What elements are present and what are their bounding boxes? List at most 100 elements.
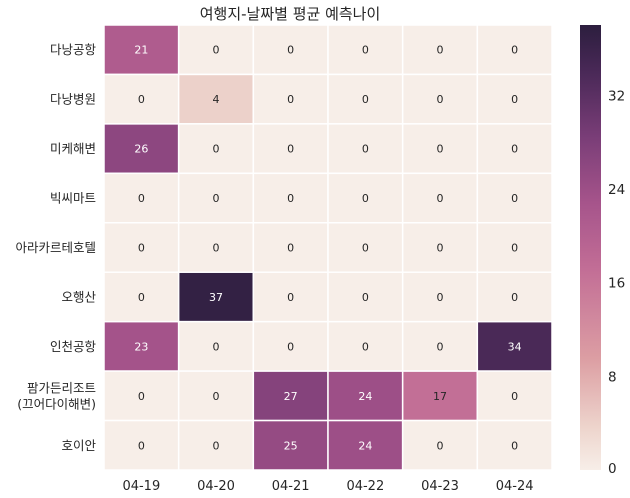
column-label: 04-23 [421,479,459,494]
cell-value-label: 0 [287,340,294,353]
colorbar-tick-label: 32 [608,88,625,104]
heatmap-cell [401,370,479,422]
heatmap-cell [476,222,553,273]
cell-value-label: 0 [511,44,518,57]
cell-value-label: 0 [213,192,220,205]
cell-value-label: 23 [134,340,148,353]
row-label: (끄어다이해변) [17,396,96,411]
heatmap-cell [252,222,329,273]
cell-value-label: 0 [437,291,444,304]
cell-value-label: 0 [362,242,369,255]
heatmap-cell [177,419,255,471]
row-labels: 다낭공항다낭병원미케해변빅씨마트아라카르테호텔오행산인천공항팜가든리조트(끄어다… [15,42,96,453]
column-labels: 04-19 04-20 04-21 04-22 04-23 04-24 [122,479,533,494]
cell-value-label: 21 [134,44,148,57]
cell-value-label: 0 [138,192,145,205]
cell-value-label: 0 [511,242,518,255]
cell-value-label: 4 [213,93,220,106]
heatmap-cell [476,123,553,175]
heatmap-cell [327,222,404,273]
column-label: 04-22 [346,479,384,494]
heatmap-cell [177,73,255,125]
cell-value-label: 0 [138,93,145,106]
colorbar-tick-label: 0 [608,461,617,477]
column-label: 04-19 [122,479,160,494]
cell-value-label: 0 [511,93,518,106]
cell-value-label: 0 [138,291,145,304]
heatmap-cell [401,172,479,224]
cell-value-label: 0 [138,242,145,255]
cell-value-label: 0 [511,143,518,156]
cell-value-label: 0 [437,93,444,106]
heatmap-cell [252,419,329,471]
cell-value-label: 0 [287,93,294,106]
cell-value-label: 17 [433,390,447,403]
cell-value-label: 0 [511,439,518,452]
cell-value-label: 0 [138,390,145,403]
row-label: 오행산 [61,289,96,304]
heatmap-cell [476,419,553,471]
heatmap-cell [103,24,180,76]
cell-value-label: 0 [362,192,369,205]
cell-value-label: 0 [437,439,444,452]
cell-value-label: 0 [511,291,518,304]
cell-value-label: 0 [287,143,294,156]
heatmap-cell [476,320,553,372]
row-label: 팜가든리조트 [27,380,96,395]
cell-value-label: 0 [138,439,145,452]
colorbar: 0 8 16 24 32 [580,25,625,477]
cell-value-label: 0 [287,44,294,57]
cell-value-label: 34 [508,340,522,353]
cell-value-label: 0 [213,439,220,452]
heatmap-cell [103,172,180,224]
heatmap-cell [103,320,180,372]
row-label: 호이안 [61,438,96,453]
heatmap-cell [177,172,255,224]
row-label: 빅씨마트 [50,191,96,206]
heatmap-cell [476,271,553,323]
heatmap-cell [327,172,404,224]
column-label: 04-20 [197,479,235,494]
heatmap-cell [177,123,255,175]
heatmap-cell [401,222,479,273]
cell-value-label: 24 [358,390,372,403]
cell-value-label: 26 [134,143,148,156]
heatmap-cell [401,123,479,175]
cell-value-label: 0 [213,340,220,353]
row-label: 다낭공항 [50,42,97,57]
heatmap-cell [252,172,329,224]
colorbar-gradient [580,25,601,470]
cell-value-label: 24 [358,439,372,452]
column-label: 04-21 [272,479,310,494]
cell-value-label: 0 [437,44,444,57]
cell-value-label: 0 [287,291,294,304]
cell-value-label: 0 [437,143,444,156]
cell-value-label: 0 [437,192,444,205]
row-label: 다낭병원 [50,92,96,107]
cell-value-label: 27 [284,390,298,403]
cell-value-label: 0 [213,390,220,403]
colorbar-tick-label: 24 [608,182,625,198]
heatmap-cell [476,73,553,125]
cell-value-label: 0 [437,242,444,255]
cell-value-label: 0 [213,44,220,57]
heatmap-cell [327,123,404,175]
heatmap-cells: 21 0 0 0 0 0 0 4 0 0 0 0 26 0 0 0 0 0 0 0 0 0 0 0 0 0 0 0 0 0 0 37 0 0 0 0 2… [103,24,553,471]
cell-value-label: 0 [287,192,294,205]
cell-value-label: 0 [362,44,369,57]
cell-value-label: 0 [362,143,369,156]
cell-value-label: 0 [362,340,369,353]
row-label: 미케해변 [50,141,96,156]
heatmap-cell [476,370,553,422]
cell-value-label: 0 [213,242,220,255]
row-label: 인천공항 [50,339,97,354]
heatmap-cell [327,370,404,422]
heatmap-cell [401,419,479,471]
cell-value-label: 0 [511,390,518,403]
heatmap-cell [252,370,329,422]
heatmap-cell [103,271,180,323]
heatmap-cell [177,24,255,76]
cell-value-label: 0 [362,93,369,106]
heatmap-cell [327,73,404,125]
